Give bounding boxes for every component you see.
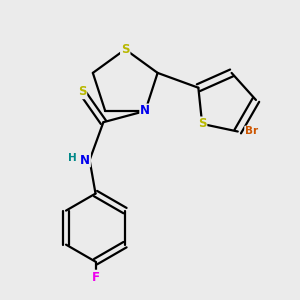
Text: S: S xyxy=(121,43,130,56)
Text: S: S xyxy=(78,85,86,98)
Text: F: F xyxy=(92,271,100,284)
Text: H: H xyxy=(68,154,77,164)
Text: N: N xyxy=(80,154,90,166)
Text: Br: Br xyxy=(245,127,258,136)
Text: S: S xyxy=(198,117,206,130)
Text: N: N xyxy=(140,104,150,118)
